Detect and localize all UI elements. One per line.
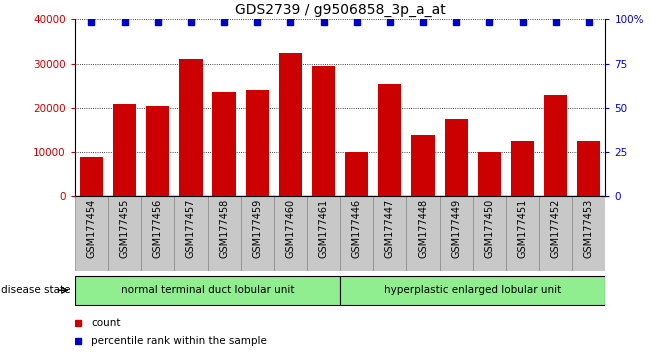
Bar [577,141,600,196]
Bar [179,59,202,196]
Text: hyperplastic enlarged lobular unit: hyperplastic enlarged lobular unit [384,285,561,295]
Text: GSM177448: GSM177448 [418,199,428,258]
Text: GSM177446: GSM177446 [352,199,362,258]
Bar [108,196,141,271]
Bar [307,196,340,271]
Text: GSM177457: GSM177457 [186,199,196,258]
Bar [572,196,605,271]
Text: GSM177450: GSM177450 [484,199,494,258]
Bar [406,196,439,271]
Bar [511,141,534,196]
Bar [279,53,302,196]
Text: GSM177455: GSM177455 [120,199,130,258]
Bar [373,196,406,271]
Bar [146,106,169,196]
Bar [340,276,605,304]
Text: GSM177454: GSM177454 [87,199,96,258]
Bar [75,276,340,304]
Bar [80,156,103,196]
Text: GSM177453: GSM177453 [584,199,594,258]
Text: GSM177452: GSM177452 [551,199,561,258]
Bar [141,196,174,271]
Title: GDS2739 / g9506858_3p_a_at: GDS2739 / g9506858_3p_a_at [235,3,445,17]
Bar [539,196,572,271]
Bar [245,90,269,196]
Text: count: count [91,318,120,328]
Text: normal terminal duct lobular unit: normal terminal duct lobular unit [120,285,294,295]
Bar [544,95,567,196]
Bar [113,103,136,196]
Text: GSM177458: GSM177458 [219,199,229,258]
Bar [241,196,274,271]
Bar [345,152,368,196]
Bar [506,196,539,271]
Text: GSM177451: GSM177451 [518,199,527,258]
Bar [174,196,208,271]
Text: percentile rank within the sample: percentile rank within the sample [91,336,267,346]
Bar [208,196,241,271]
Text: GSM177461: GSM177461 [318,199,329,258]
Bar [340,196,373,271]
Text: GSM177459: GSM177459 [252,199,262,258]
Bar [274,196,307,271]
Text: GSM177447: GSM177447 [385,199,395,258]
Bar [75,196,108,271]
Bar [212,92,236,196]
Bar [445,119,468,196]
Bar [378,84,402,196]
Bar [478,152,501,196]
Text: GSM177449: GSM177449 [451,199,461,258]
Text: GSM177456: GSM177456 [153,199,163,258]
Bar [312,66,335,196]
Text: disease state: disease state [1,285,71,295]
Text: GSM177460: GSM177460 [285,199,296,258]
Bar [439,196,473,271]
Bar [473,196,506,271]
Bar [411,135,435,196]
